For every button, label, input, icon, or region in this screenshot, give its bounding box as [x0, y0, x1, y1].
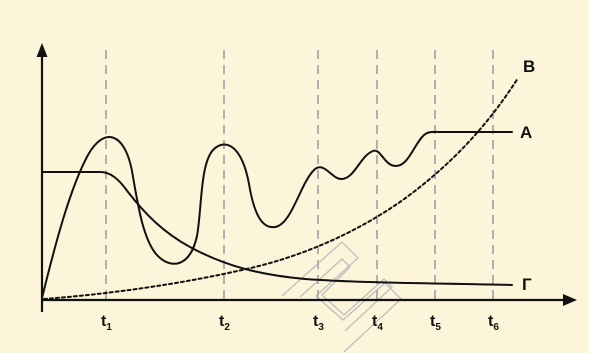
- axes: [40, 46, 573, 312]
- tick-t6: t6: [488, 313, 499, 333]
- tick-t2-main: t: [219, 313, 225, 330]
- x-axis-arrow: [563, 294, 577, 306]
- series-label-A: A: [520, 123, 532, 142]
- tick-t4-sub: 4: [377, 322, 383, 333]
- tick-t1: t1: [101, 313, 112, 333]
- series-B-line: [43, 77, 519, 300]
- curves: [41, 77, 519, 300]
- series-labels: B A Г: [520, 57, 535, 294]
- series-A-line: [41, 130, 513, 299]
- tick-t1-main: t: [101, 313, 107, 330]
- series-label-Г: Г: [522, 275, 532, 294]
- tick-t3-main: t: [313, 313, 319, 330]
- tick-t5-sub: 5: [435, 322, 441, 333]
- x-ticks: t1 t2 t3 t4 t5 t6: [101, 313, 499, 333]
- axis-arrows: [36, 43, 577, 306]
- tick-t3-sub: 3: [318, 322, 324, 333]
- tick-t1-sub: 1: [106, 322, 112, 333]
- tick-t2: t2: [219, 313, 230, 333]
- tick-t4: t4: [372, 313, 383, 333]
- tick-t5-main: t: [430, 313, 436, 330]
- tick-t4-main: t: [372, 313, 378, 330]
- tick-t6-main: t: [488, 313, 494, 330]
- watermark-logo: [281, 241, 402, 353]
- series-label-B: B: [523, 57, 535, 76]
- tick-t2-sub: 2: [224, 322, 230, 333]
- tick-t3: t3: [313, 313, 324, 333]
- tick-t5: t5: [430, 313, 441, 333]
- tick-t6-sub: 6: [493, 322, 499, 333]
- y-axis-arrow: [36, 43, 48, 57]
- series-Г-line: [41, 171, 513, 286]
